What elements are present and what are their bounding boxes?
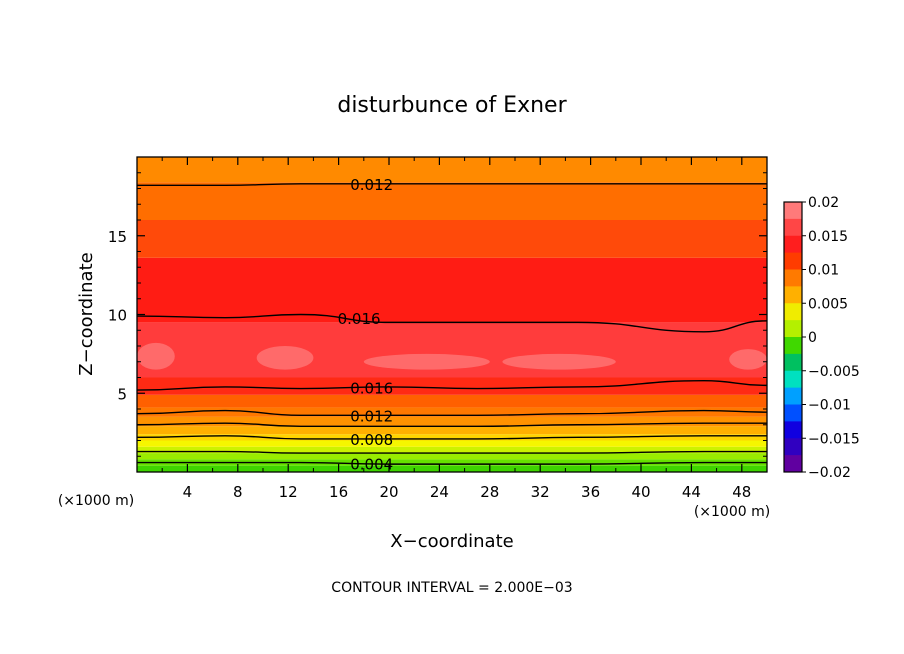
color-band-1 bbox=[137, 459, 767, 466]
x-tick-label-10: 44 bbox=[682, 483, 701, 501]
colorbar-swatch-15 bbox=[784, 455, 802, 473]
chart-title: disturbunce of Exner bbox=[337, 93, 567, 118]
colorbar-swatch-2 bbox=[784, 235, 802, 254]
color-band-6 bbox=[137, 426, 767, 435]
color-band-10 bbox=[137, 377, 767, 395]
x-tick-label-6: 28 bbox=[480, 483, 499, 501]
colorbar-swatch-0 bbox=[784, 202, 802, 220]
color-band-14 bbox=[137, 182, 767, 220]
contour-label-7: 0.012 bbox=[350, 176, 393, 194]
color-bands bbox=[137, 157, 767, 472]
colorbar-swatch-9 bbox=[784, 353, 802, 372]
colorbar-swatch-14 bbox=[784, 438, 802, 456]
colorbar-label-2: 0.01 bbox=[808, 263, 839, 279]
colorbar-swatch-11 bbox=[784, 387, 802, 405]
contour-interval-note: CONTOUR INTERVAL = 2.000E−03 bbox=[331, 580, 572, 596]
contour-line-2 bbox=[137, 435, 767, 440]
x-tick-label-0: 4 bbox=[183, 483, 193, 501]
y-tick-label-2: 15 bbox=[108, 228, 127, 246]
colorbar-swatch-3 bbox=[784, 252, 802, 270]
contour-line-1 bbox=[137, 450, 767, 454]
contour-label-2: 0.008 bbox=[350, 431, 393, 449]
x-axis-label: X−coordinate bbox=[390, 531, 513, 552]
max-patch-3 bbox=[502, 353, 616, 370]
colorbar-swatch-6 bbox=[784, 303, 802, 321]
y-axis-label: Z−coordinate bbox=[76, 252, 97, 375]
color-band-2 bbox=[137, 453, 767, 460]
max-patch-2 bbox=[363, 353, 490, 370]
colorbar-swatch-7 bbox=[784, 320, 802, 338]
contour-line-3 bbox=[137, 422, 767, 428]
contour-label-4: 0.012 bbox=[350, 407, 393, 425]
colorbar-swatch-4 bbox=[784, 269, 802, 287]
color-band-15 bbox=[137, 157, 767, 183]
x-unit-right: (×1000 m) bbox=[694, 504, 770, 520]
colorbar-swatch-5 bbox=[784, 286, 802, 304]
y-axis: 5 10 15 bbox=[108, 172, 767, 457]
colorbar-label-5: −0.005 bbox=[808, 364, 860, 380]
colorbar: 0.02 0.015 0.01 0.005 0 −0.005 −0.01 −0.015 −0.0… bbox=[783, 195, 860, 481]
max-patch-4 bbox=[729, 349, 767, 370]
x-tick-label-1: 8 bbox=[233, 483, 243, 501]
colorbar-swatch-12 bbox=[784, 404, 802, 422]
contour-line-6 bbox=[137, 313, 767, 333]
color-band-8 bbox=[137, 407, 767, 417]
colorbar-label-1: 0.015 bbox=[808, 229, 848, 245]
x-tick-label-3: 16 bbox=[329, 483, 348, 501]
y-tick-label-1: 10 bbox=[108, 307, 127, 325]
max-patches bbox=[137, 342, 767, 370]
contour-line-4 bbox=[137, 409, 767, 417]
color-band-7 bbox=[137, 416, 767, 427]
contour-labels: 0.004 0.008 0.012 0.016 0.016 0.012 bbox=[338, 176, 394, 474]
color-band-13 bbox=[137, 220, 767, 258]
x-tick-label-11: 48 bbox=[732, 483, 751, 501]
colorbar-label-4: 0 bbox=[808, 330, 817, 346]
max-patch-1 bbox=[256, 346, 314, 370]
contour-label-5: 0.016 bbox=[350, 380, 393, 398]
colorbar-label-6: −0.01 bbox=[808, 398, 851, 414]
color-band-12 bbox=[137, 257, 767, 323]
colorbar-label-3: 0.005 bbox=[808, 296, 848, 312]
colorbar-label-0: 0.02 bbox=[808, 195, 839, 211]
x-unit-left: (×1000 m) bbox=[58, 493, 134, 509]
colorbar-label-8: −0.02 bbox=[808, 465, 851, 481]
x-axis: 4 8 12 16 20 24 28 32 36 40 44 48 bbox=[161, 157, 751, 501]
color-band-5 bbox=[137, 434, 767, 441]
contour-line-7 bbox=[137, 183, 767, 187]
x-tick-label-8: 36 bbox=[581, 483, 600, 501]
colorbar-label-7: −0.015 bbox=[808, 431, 860, 447]
colorbar-swatch-1 bbox=[784, 218, 802, 237]
colorbar-swatch-13 bbox=[784, 421, 802, 439]
max-patch-0 bbox=[137, 342, 175, 370]
x-tick-label-7: 32 bbox=[531, 483, 550, 501]
color-band-3 bbox=[137, 446, 767, 454]
color-band-9 bbox=[137, 394, 767, 408]
y-tick-label-0: 5 bbox=[117, 385, 127, 403]
contour-label-6: 0.016 bbox=[338, 310, 381, 328]
plot-area bbox=[137, 157, 767, 472]
color-band-4 bbox=[137, 440, 767, 447]
contour-line-5 bbox=[137, 379, 767, 391]
x-tick-label-2: 12 bbox=[279, 483, 298, 501]
x-tick-label-9: 40 bbox=[631, 483, 650, 501]
x-tick-label-5: 24 bbox=[430, 483, 449, 501]
color-band-0 bbox=[137, 465, 767, 472]
x-tick-label-4: 20 bbox=[379, 483, 398, 501]
contour-label-0: 0.004 bbox=[350, 455, 393, 473]
colorbar-swatch-8 bbox=[784, 337, 802, 355]
colorbar-swatch-10 bbox=[784, 370, 802, 389]
